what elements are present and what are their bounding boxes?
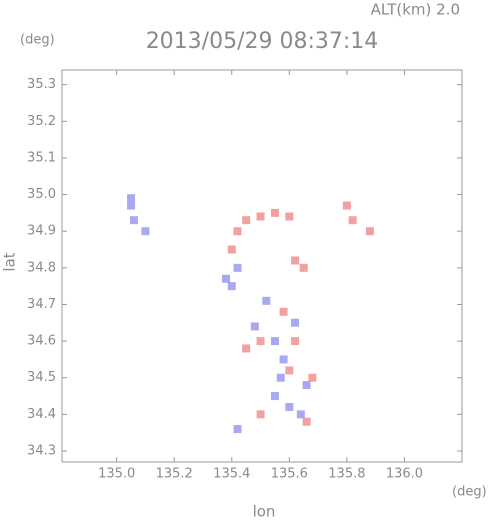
y-tick-label: 34.9 bbox=[27, 224, 56, 239]
point bbox=[291, 256, 300, 265]
point bbox=[233, 425, 242, 434]
y-unit: (deg) bbox=[20, 33, 55, 48]
point bbox=[242, 344, 251, 353]
point bbox=[242, 216, 251, 225]
point bbox=[227, 282, 236, 291]
point bbox=[302, 417, 311, 426]
plot-frame bbox=[61, 69, 463, 463]
point bbox=[279, 355, 288, 364]
y-tick-label: 34.5 bbox=[27, 370, 56, 385]
point bbox=[279, 307, 288, 316]
x-tick-label: 135.4 bbox=[213, 467, 250, 482]
point bbox=[127, 201, 136, 210]
point bbox=[348, 216, 357, 225]
x-tick-label: 136.0 bbox=[386, 467, 423, 482]
point bbox=[342, 201, 351, 210]
point bbox=[270, 208, 279, 217]
point bbox=[308, 373, 317, 382]
y-tick-label: 34.7 bbox=[27, 297, 56, 312]
y-tick-label: 34.6 bbox=[27, 334, 56, 349]
point bbox=[299, 263, 308, 272]
x-tick-label: 135.8 bbox=[328, 467, 365, 482]
x-tick-label: 135.0 bbox=[98, 467, 135, 482]
subtitle: ALT(km) 2.0 bbox=[371, 1, 460, 19]
point bbox=[256, 212, 265, 221]
point bbox=[270, 337, 279, 346]
point bbox=[285, 212, 294, 221]
y-tick-label: 35.2 bbox=[27, 114, 56, 129]
point bbox=[233, 227, 242, 236]
x-tick-label: 135.2 bbox=[156, 467, 193, 482]
point bbox=[233, 263, 242, 272]
x-tick-label: 135.6 bbox=[271, 467, 308, 482]
y-tick-label: 34.8 bbox=[27, 260, 56, 275]
point bbox=[365, 227, 374, 236]
point bbox=[285, 366, 294, 375]
point bbox=[291, 337, 300, 346]
y-tick-label: 35.0 bbox=[27, 187, 56, 202]
chart-title: 2013/05/29 08:37:14 bbox=[146, 29, 379, 54]
point bbox=[127, 194, 136, 203]
y-tick-label: 35.3 bbox=[27, 77, 56, 92]
point bbox=[285, 403, 294, 412]
point bbox=[250, 322, 259, 331]
point bbox=[276, 373, 285, 382]
x-unit: (deg) bbox=[452, 485, 487, 500]
point bbox=[270, 392, 279, 401]
y-tick-label: 34.4 bbox=[27, 407, 56, 422]
point bbox=[256, 337, 265, 346]
point bbox=[222, 274, 231, 283]
y-axis-label: lat bbox=[1, 252, 19, 271]
point bbox=[141, 227, 150, 236]
y-tick-label: 34.3 bbox=[27, 444, 56, 459]
point bbox=[291, 318, 300, 327]
point bbox=[256, 410, 265, 419]
point bbox=[129, 216, 138, 225]
point bbox=[227, 245, 236, 254]
point bbox=[262, 296, 271, 305]
x-axis-label: lon bbox=[253, 503, 276, 521]
point bbox=[296, 410, 305, 419]
point bbox=[302, 381, 311, 390]
y-tick-label: 35.1 bbox=[27, 150, 56, 165]
